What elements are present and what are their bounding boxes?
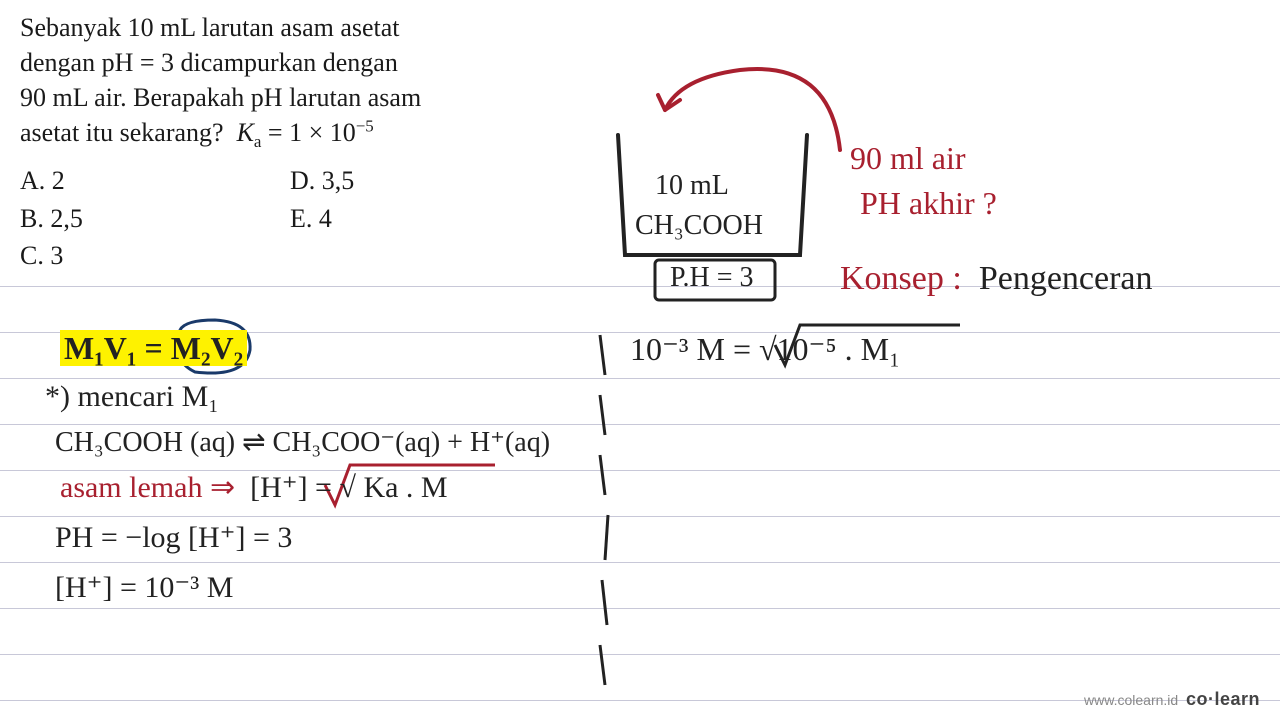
watermark: www.colearn.id co·learn	[1084, 689, 1260, 710]
step3: asam lemah ⇒ [H⁺] = √ Ka . M	[60, 470, 448, 505]
ka-exp: −5	[356, 117, 374, 136]
question-line3: 90 mL air. Berapakah pH larutan asam	[20, 83, 421, 112]
question-line1: Sebanyak 10 mL larutan asam asetat	[20, 13, 400, 42]
step4: PH = −log [H⁺] = 3	[55, 520, 292, 555]
watermark-url: www.colearn.id	[1084, 692, 1178, 708]
question-line4: asetat itu sekarang?	[20, 118, 224, 147]
question-line2: dengan pH = 3 dicampurkan dengan	[20, 48, 398, 77]
beaker-line2: CH₃COOH	[635, 210, 763, 242]
option-d: D. 3,5	[290, 162, 354, 200]
option-b: B. 2,5	[20, 200, 83, 238]
beaker-line1: 10 mL	[655, 170, 729, 202]
ka-eq: = 1 × 10	[261, 118, 355, 147]
option-c: C. 3	[20, 237, 83, 275]
ka-label: K	[237, 118, 254, 147]
step1: *) mencari M₁	[45, 380, 219, 414]
option-a: A. 2	[20, 162, 83, 200]
step5: [H⁺] = 10⁻³ M	[55, 570, 233, 605]
konsep-value: Pengenceran	[979, 260, 1153, 297]
note-phq: PH akhir ?	[860, 185, 997, 222]
konsep-label: Konsep :	[840, 260, 962, 297]
step2: CH₃COOH (aq) ⇌ CH₃COO⁻(aq) + H⁺(aq)	[55, 425, 550, 459]
step3a: asam lemah ⇒	[60, 471, 235, 504]
question-text: Sebanyak 10 mL larutan asam asetat denga…	[20, 10, 600, 154]
step3b: [H⁺] = √ Ka . M	[250, 471, 448, 504]
watermark-brand: co·learn	[1186, 689, 1260, 709]
note-water: 90 ml air	[850, 140, 966, 177]
formula: M₁V₁ = M₂V₂	[60, 330, 247, 367]
beaker-line3: P.H = 3	[670, 262, 753, 294]
option-e: E. 4	[290, 200, 354, 238]
formula-text: M₁V₁ = M₂V₂	[60, 330, 247, 366]
note-eq-right: 10⁻³ M = √10⁻⁵ . M₁	[630, 330, 900, 368]
note-konsep: Konsep : Pengenceran	[840, 260, 1153, 298]
options-col1: A. 2 B. 2,5 C. 3	[20, 162, 83, 275]
options-col2: D. 3,5 E. 4	[290, 162, 354, 237]
